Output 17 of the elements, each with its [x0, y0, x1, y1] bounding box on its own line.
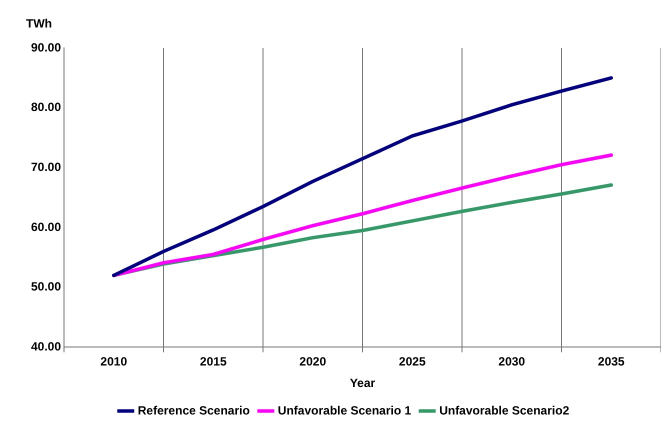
y-tick-label: 70.00: [31, 160, 62, 174]
y-tick-label: 80.00: [31, 100, 62, 114]
x-axis-title: Year: [350, 376, 376, 390]
y-tick-label: 90.00: [31, 40, 62, 54]
legend-label: Reference Scenario: [138, 403, 250, 418]
x-tick-label: 2035: [598, 354, 625, 369]
y-tick-label: 50.00: [31, 280, 62, 294]
x-tick-label: 2015: [200, 354, 227, 369]
x-tick-label: 2010: [100, 354, 128, 369]
x-tick-label: 2030: [498, 354, 526, 369]
y-axis-title: TWh: [26, 16, 52, 30]
legend-label: Unfavorable Scenario 1: [278, 403, 412, 418]
legend-label: Unfavorable Scenario2: [439, 403, 570, 418]
y-tick-label: 60.00: [31, 220, 62, 234]
y-tick-label: 40.00: [31, 340, 62, 354]
x-tick-label: 2020: [299, 354, 326, 369]
x-tick-label: 2025: [398, 354, 426, 369]
